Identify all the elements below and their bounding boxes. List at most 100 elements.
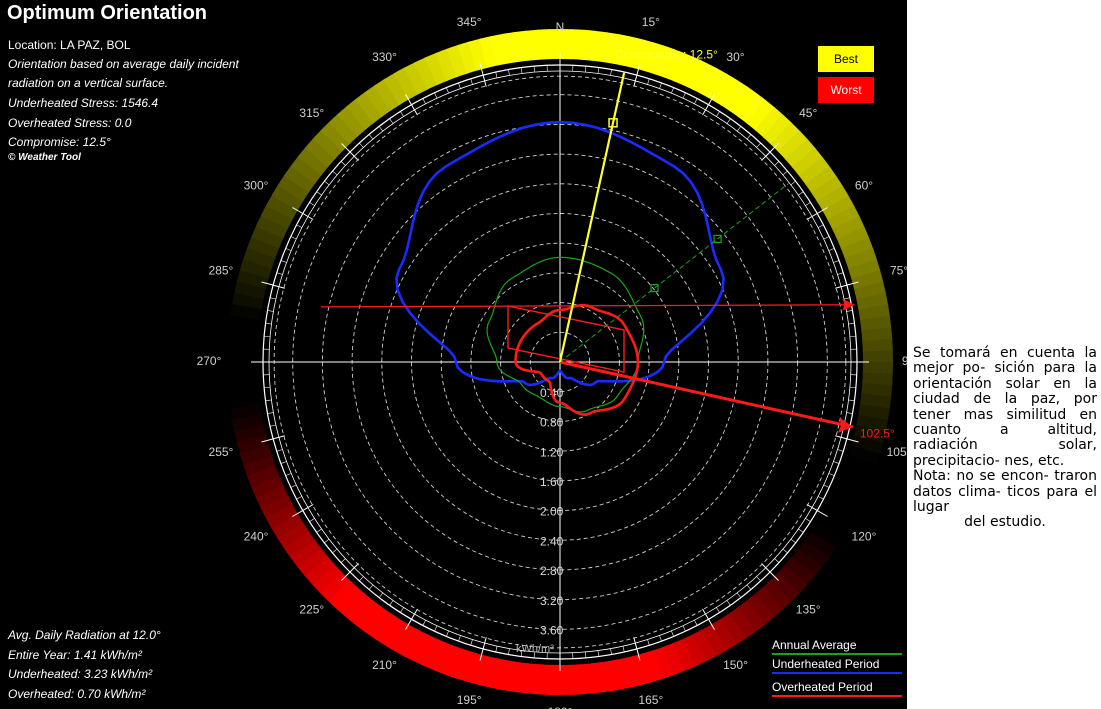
band-segment bbox=[290, 155, 323, 184]
tick-mark bbox=[726, 600, 731, 606]
legend-over-label: Overheated Period bbox=[772, 680, 873, 694]
annual-marker bbox=[650, 284, 659, 293]
tick-mark bbox=[782, 548, 788, 554]
annual-curve bbox=[486, 256, 645, 413]
band-segment bbox=[827, 205, 861, 231]
band-segment bbox=[271, 184, 304, 211]
angle-label: 225° bbox=[299, 602, 324, 616]
band-segment bbox=[455, 649, 477, 683]
band-segment bbox=[265, 193, 299, 220]
tick-mark bbox=[422, 98, 426, 105]
tick-mark bbox=[405, 94, 418, 116]
angle-label: 15° bbox=[642, 15, 660, 29]
radial-label: 1.60 bbox=[540, 475, 564, 489]
band-segment bbox=[457, 41, 479, 74]
band-segment bbox=[683, 57, 708, 91]
location-label: Location: LA PAZ, BOL bbox=[8, 38, 131, 52]
band-segment bbox=[362, 606, 391, 639]
compromise-marker bbox=[608, 118, 618, 128]
tick-mark bbox=[405, 608, 418, 630]
band-segment bbox=[816, 185, 850, 212]
band-segment bbox=[344, 593, 374, 625]
band-segment bbox=[513, 30, 530, 62]
band-segment bbox=[558, 664, 572, 695]
band-segment bbox=[798, 156, 831, 186]
tick-mark bbox=[585, 66, 587, 73]
tick-mark bbox=[736, 592, 742, 598]
overheated-curve bbox=[514, 303, 640, 416]
angle-label: 315° bbox=[299, 106, 324, 120]
band-segment bbox=[251, 224, 284, 249]
band-segment bbox=[236, 433, 269, 454]
tick-mark bbox=[798, 528, 804, 533]
band-segment bbox=[477, 655, 498, 688]
band-segment bbox=[753, 587, 783, 619]
tick-mark bbox=[633, 63, 641, 87]
radial-label: 3.60 bbox=[540, 623, 564, 637]
angle-label: 240° bbox=[244, 530, 269, 544]
band-segment bbox=[468, 38, 489, 71]
tick-mark bbox=[805, 202, 811, 206]
tick-mark bbox=[341, 563, 359, 581]
band-segment bbox=[848, 259, 881, 281]
tick-mark bbox=[479, 637, 487, 661]
tick-mark bbox=[671, 87, 674, 94]
underheated-stress: Underheated Stress: 1546.4 bbox=[8, 96, 159, 110]
band-segment bbox=[804, 531, 837, 560]
band-segment bbox=[265, 502, 298, 529]
tick-mark bbox=[817, 224, 824, 228]
band-segment bbox=[769, 572, 800, 603]
band-segment bbox=[304, 137, 336, 168]
band-segment bbox=[840, 465, 873, 489]
band-segment bbox=[844, 455, 877, 478]
tick-mark bbox=[495, 646, 498, 653]
band-segment bbox=[840, 237, 874, 260]
worst-arrow bbox=[837, 417, 853, 433]
band-segment bbox=[311, 563, 343, 594]
angle-label: 75° bbox=[890, 263, 907, 277]
band-segment bbox=[227, 337, 258, 352]
radial-label: 3.20 bbox=[540, 594, 564, 608]
band-segment bbox=[785, 139, 817, 169]
band-segment bbox=[622, 36, 643, 69]
tick-mark bbox=[846, 310, 853, 312]
tick-mark bbox=[285, 473, 292, 476]
tick-mark bbox=[269, 424, 276, 427]
compromise-line bbox=[558, 72, 626, 363]
tick-mark bbox=[833, 461, 840, 464]
band-segment bbox=[560, 29, 574, 60]
band-segment bbox=[402, 628, 428, 662]
legend-under-line bbox=[772, 672, 902, 674]
tick-mark bbox=[520, 67, 523, 74]
tick-mark bbox=[296, 496, 303, 500]
band-segment bbox=[243, 246, 276, 269]
tick-mark bbox=[610, 648, 612, 655]
tick-mark bbox=[324, 538, 330, 544]
band-segment bbox=[754, 106, 785, 138]
band-segment bbox=[719, 613, 747, 646]
tick-mark bbox=[597, 67, 600, 74]
tick-mark bbox=[736, 126, 742, 132]
band-segment bbox=[242, 454, 276, 476]
tick-mark bbox=[296, 224, 303, 228]
tick-mark bbox=[368, 584, 374, 590]
tick-mark bbox=[264, 387, 271, 389]
band-segment bbox=[525, 29, 541, 61]
band-segment bbox=[247, 235, 280, 259]
band-segment bbox=[653, 45, 676, 78]
band-segment bbox=[853, 424, 886, 445]
band-segment bbox=[791, 548, 823, 578]
band-segment bbox=[354, 91, 384, 124]
band-segment bbox=[720, 79, 748, 112]
tick-mark bbox=[368, 134, 374, 140]
tick-mark bbox=[782, 170, 788, 176]
tick-mark bbox=[828, 248, 835, 251]
tick-mark bbox=[264, 335, 271, 337]
band-segment bbox=[424, 52, 448, 86]
band-segment bbox=[792, 147, 824, 177]
angle-label: 45° bbox=[799, 106, 817, 120]
tick-mark bbox=[290, 484, 297, 488]
band-segment bbox=[832, 216, 865, 241]
tick-mark bbox=[359, 576, 364, 582]
tick-mark bbox=[682, 625, 686, 632]
